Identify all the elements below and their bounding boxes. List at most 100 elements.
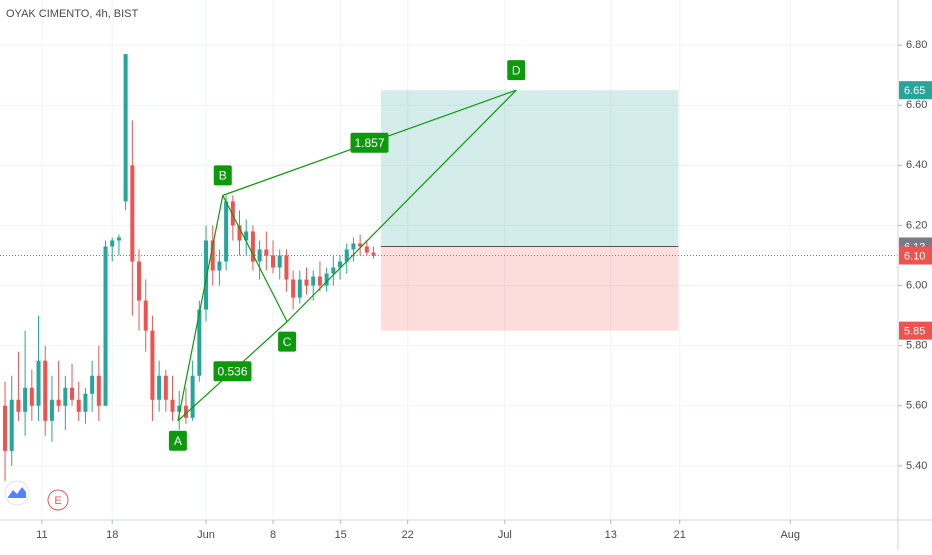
candle-body xyxy=(9,399,14,451)
y-tick-label: 6.40 xyxy=(906,159,927,171)
x-tick-label: Jul xyxy=(498,529,512,541)
pattern-line xyxy=(286,89,517,323)
chart-title: OYAK CIMENTO, 4h, BIST xyxy=(6,8,139,20)
candle-body xyxy=(317,276,322,286)
candle-body xyxy=(130,165,135,262)
candle-body xyxy=(224,201,229,262)
candle-body xyxy=(137,261,142,301)
candle-body xyxy=(297,279,302,298)
price-label-box xyxy=(899,246,932,265)
x-tick-label: Aug xyxy=(780,529,800,541)
candle-body xyxy=(324,273,329,286)
candle-body xyxy=(217,261,222,271)
candle-body xyxy=(204,240,209,310)
pattern-point-label: D xyxy=(512,63,521,77)
candle-body xyxy=(3,405,8,451)
price-label: 6.65 xyxy=(904,85,925,97)
y-tick-label: 6.60 xyxy=(906,99,927,111)
price-label: 5.85 xyxy=(904,326,925,338)
candle-body xyxy=(110,240,115,247)
x-tick-label: 8 xyxy=(270,529,276,541)
candle-body xyxy=(364,246,369,253)
candle-body xyxy=(116,237,121,241)
candle-body xyxy=(210,240,215,271)
candle-body xyxy=(197,309,202,376)
candle-body xyxy=(163,375,168,400)
candle-body xyxy=(150,330,155,400)
tv-logo[interactable] xyxy=(4,480,30,506)
candle-body xyxy=(344,249,349,262)
x-tick-label: 15 xyxy=(335,529,347,541)
candle-body xyxy=(291,279,296,298)
pattern-line xyxy=(222,195,288,322)
plot: A B C D 0.536 1.857 xyxy=(0,54,898,481)
y-tick-label: 5.40 xyxy=(906,460,927,472)
candle-body xyxy=(250,231,255,262)
candle-body xyxy=(43,360,48,421)
candle-body xyxy=(123,54,128,202)
candle-body xyxy=(70,387,75,400)
loss-zone xyxy=(380,246,679,331)
pattern-point-box xyxy=(213,165,232,186)
candle-body xyxy=(338,261,343,268)
axes: 5.40 5.60 5.80 6.00 6.20 6.40 6.60 6.80 11 18 Jun 8… xyxy=(36,39,932,541)
candle-body xyxy=(304,279,309,286)
candle-body xyxy=(76,399,81,412)
y-tick-label: 6.00 xyxy=(906,279,927,291)
candle-body xyxy=(271,255,276,268)
pattern-point-box xyxy=(278,331,297,352)
profit-zone xyxy=(380,90,679,247)
candle-body xyxy=(244,231,249,241)
pattern-point-box xyxy=(168,430,187,451)
pattern-point-box xyxy=(507,60,526,81)
candle-body xyxy=(83,393,88,412)
candle-body xyxy=(257,249,262,262)
candle-body xyxy=(264,249,269,256)
y-tick-label: 6.80 xyxy=(906,39,927,51)
candle-body xyxy=(230,201,235,226)
x-tick-label: 11 xyxy=(36,529,47,541)
candle-body xyxy=(23,387,28,412)
logo-circle xyxy=(4,480,30,506)
candle-body xyxy=(16,399,21,412)
x-tick-label: 13 xyxy=(605,529,617,541)
candle-body xyxy=(29,387,34,406)
candle-body xyxy=(183,405,188,418)
logo-shape xyxy=(8,487,26,498)
y-tick-label: 5.80 xyxy=(906,340,927,352)
y-tick-label: 5.60 xyxy=(906,400,927,412)
event-label: E xyxy=(54,495,61,507)
candle-body xyxy=(36,360,41,406)
pattern-point-label: C xyxy=(283,335,292,349)
candle-body xyxy=(63,387,68,406)
ratio-box xyxy=(350,132,389,153)
candle-body xyxy=(331,267,336,274)
candle-body xyxy=(371,252,376,256)
ratio-label: 0.536 xyxy=(217,364,247,378)
pattern-line xyxy=(177,195,224,421)
ratio-label: 1.857 xyxy=(354,136,384,150)
candle-body xyxy=(351,243,356,250)
event-marker[interactable]: E xyxy=(47,489,69,511)
x-tick-label: 21 xyxy=(674,529,686,541)
price-label-box xyxy=(899,321,932,340)
price-label: 6.10 xyxy=(904,250,925,262)
candle-body xyxy=(284,255,289,280)
candle-body xyxy=(103,246,108,406)
candle-body xyxy=(143,300,148,331)
candle-body xyxy=(96,375,101,406)
ratio-box xyxy=(213,361,252,382)
event-circle xyxy=(47,489,69,511)
candle-body xyxy=(170,399,175,412)
candle-body xyxy=(56,399,61,406)
candle-body xyxy=(177,405,182,412)
candle-body xyxy=(157,375,162,400)
pattern-point-label: B xyxy=(219,169,227,183)
candle-body xyxy=(190,375,195,418)
candle-body xyxy=(90,375,95,394)
candle-body xyxy=(49,399,54,421)
candle-body xyxy=(311,276,316,286)
x-tick-label: 22 xyxy=(402,529,414,541)
